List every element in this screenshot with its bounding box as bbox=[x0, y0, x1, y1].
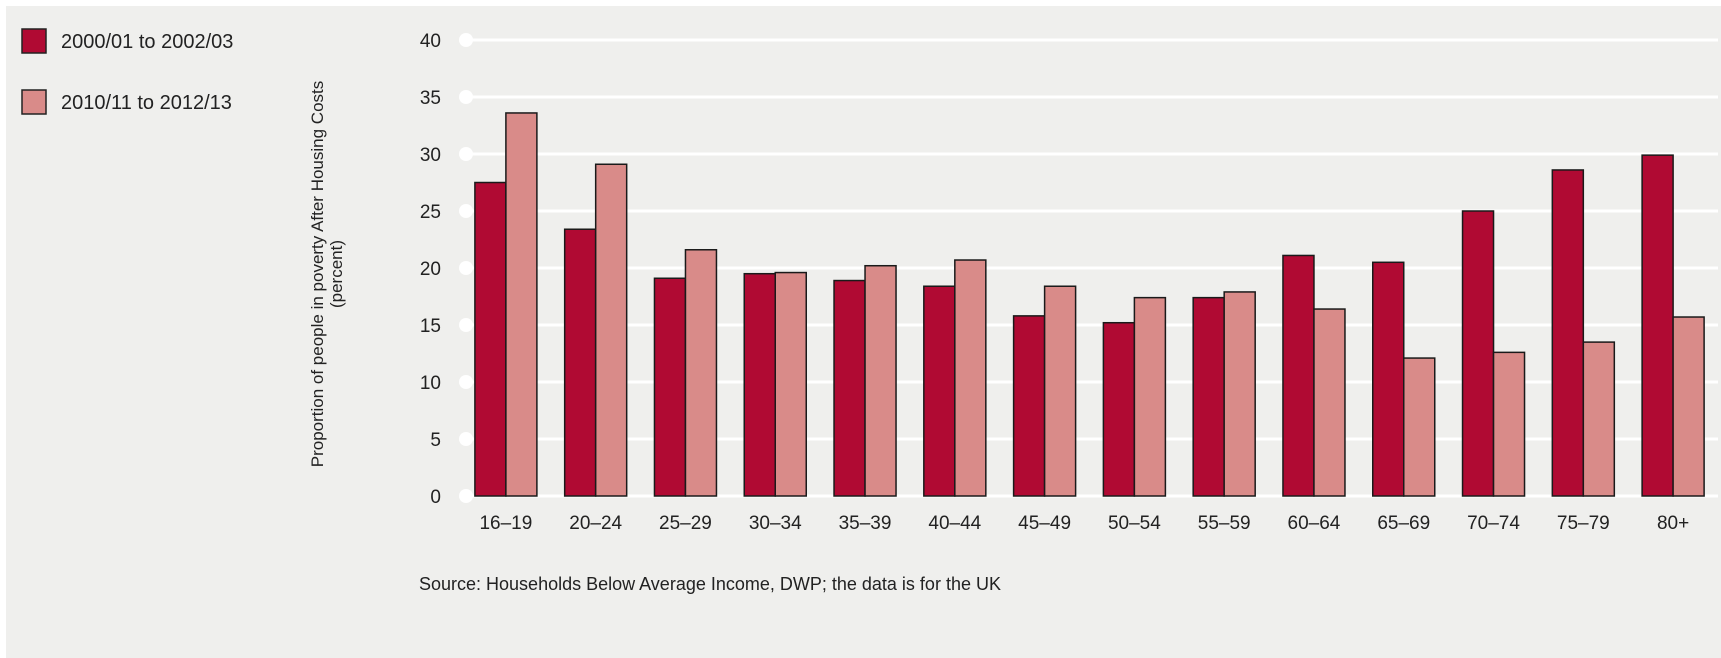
bar-65–69-series-2 bbox=[1403, 357, 1436, 497]
x-tick-label-60–64: 60–64 bbox=[1288, 513, 1341, 534]
legend-swatch-series-2 bbox=[21, 89, 47, 115]
y-tick-label-5: 5 bbox=[430, 430, 441, 451]
gridline-marker-35 bbox=[459, 90, 473, 104]
y-axis-title: Proportion of people in poverty After Ho… bbox=[308, 81, 346, 468]
x-tick-label-50–54: 50–54 bbox=[1108, 513, 1161, 534]
gridline-marker-20 bbox=[459, 261, 473, 275]
bar-50–54-series-2 bbox=[1133, 296, 1167, 497]
bar-55–59-series-2 bbox=[1223, 291, 1256, 497]
y-tick-label-0: 0 bbox=[430, 487, 441, 508]
x-tick-label-80+: 80+ bbox=[1657, 513, 1689, 534]
gridline-marker-25 bbox=[459, 204, 473, 218]
bar-60–64-series-1 bbox=[1282, 254, 1315, 497]
source-note: Source: Households Below Average Income,… bbox=[419, 574, 1001, 594]
bar-40–44-series-1 bbox=[923, 285, 956, 497]
bar-45–49-series-1 bbox=[1012, 315, 1046, 497]
y-tick-label-20: 20 bbox=[420, 259, 441, 280]
bar-80+-series-1 bbox=[1641, 154, 1674, 497]
bar-40–44-series-2 bbox=[954, 259, 987, 497]
x-tick-label-25–29: 25–29 bbox=[659, 513, 712, 534]
y-tick-label-40: 40 bbox=[420, 31, 441, 52]
x-tick-label-70–74: 70–74 bbox=[1467, 513, 1520, 534]
x-tick-label-65–69: 65–69 bbox=[1377, 513, 1430, 534]
x-tick-label-20–24: 20–24 bbox=[569, 513, 622, 534]
bar-80+-series-2 bbox=[1672, 316, 1705, 497]
gridline-marker-0 bbox=[459, 489, 473, 503]
y-axis-ticks: 0 5 10 15 20 25 30 35 40 bbox=[420, 31, 441, 508]
bars bbox=[474, 112, 1705, 497]
x-tick-label-30–34: 30–34 bbox=[749, 513, 802, 534]
y-tick-label-10: 10 bbox=[420, 373, 441, 394]
gridline-marker-10 bbox=[459, 375, 473, 389]
bar-35–39-series-2 bbox=[864, 264, 897, 497]
legend-item-series-2: 2010/11 to 2012/13 bbox=[21, 89, 232, 115]
legend-label-series-1: 2000/01 to 2002/03 bbox=[61, 31, 233, 53]
x-tick-label-16–19: 16–19 bbox=[479, 513, 532, 534]
bar-20–24-series-2 bbox=[594, 163, 628, 497]
bar-65–69-series-1 bbox=[1372, 261, 1405, 497]
bar-75–79-series-1 bbox=[1551, 169, 1585, 497]
bar-75–79-series-2 bbox=[1582, 341, 1616, 497]
legend-swatch-series-1 bbox=[21, 28, 47, 54]
x-tick-label-55–59: 55–59 bbox=[1198, 513, 1251, 534]
gridline-marker-30 bbox=[459, 147, 473, 161]
bar-25–29-series-1 bbox=[653, 277, 687, 497]
bar-16–19-series-2 bbox=[505, 112, 538, 497]
bar-30–34-series-2 bbox=[774, 271, 807, 497]
bar-16–19-series-1 bbox=[474, 181, 507, 497]
legend: 2000/01 to 2002/03 2010/11 to 2012/13 bbox=[21, 28, 233, 115]
legend-item-series-1: 2000/01 to 2002/03 bbox=[21, 28, 233, 54]
x-tick-label-45–49: 45–49 bbox=[1018, 513, 1071, 534]
bar-60–64-series-2 bbox=[1313, 308, 1346, 497]
legend-label-series-2: 2010/11 to 2012/13 bbox=[61, 92, 232, 114]
x-tick-label-35–39: 35–39 bbox=[839, 513, 892, 534]
y-axis-title-line-2: (percent) bbox=[327, 240, 346, 308]
y-tick-label-15: 15 bbox=[420, 316, 441, 337]
x-axis-labels: 16–19 20–24 25–29 30–34 35–39 40–44 45–49 50–54… bbox=[479, 513, 1689, 534]
gridline-marker-40 bbox=[459, 33, 473, 47]
y-tick-label-25: 25 bbox=[420, 202, 441, 223]
chart-panel: 2000/01 to 2002/03 2010/11 to 2012/13 Pr… bbox=[6, 6, 1721, 658]
x-tick-label-40–44: 40–44 bbox=[928, 513, 981, 534]
bar-45–49-series-2 bbox=[1043, 285, 1077, 497]
bar-chart: 2000/01 to 2002/03 2010/11 to 2012/13 Pr… bbox=[21, 28, 1718, 594]
x-tick-label-75–79: 75–79 bbox=[1557, 513, 1610, 534]
gridline-marker-5 bbox=[459, 432, 473, 446]
gridlines bbox=[459, 33, 1718, 503]
bar-50–54-series-1 bbox=[1102, 321, 1136, 497]
y-axis-title-line-1: Proportion of people in poverty After Ho… bbox=[308, 81, 327, 468]
bar-30–34-series-1 bbox=[743, 272, 776, 497]
bar-55–59-series-1 bbox=[1192, 296, 1225, 497]
bar-20–24-series-1 bbox=[563, 228, 597, 497]
gridline-marker-15 bbox=[459, 318, 473, 332]
y-tick-label-30: 30 bbox=[420, 145, 441, 166]
y-tick-label-35: 35 bbox=[420, 88, 441, 109]
bar-70–74-series-1 bbox=[1461, 210, 1495, 497]
bar-70–74-series-2 bbox=[1492, 351, 1526, 497]
bar-35–39-series-1 bbox=[833, 279, 866, 497]
bar-25–29-series-2 bbox=[684, 249, 718, 497]
